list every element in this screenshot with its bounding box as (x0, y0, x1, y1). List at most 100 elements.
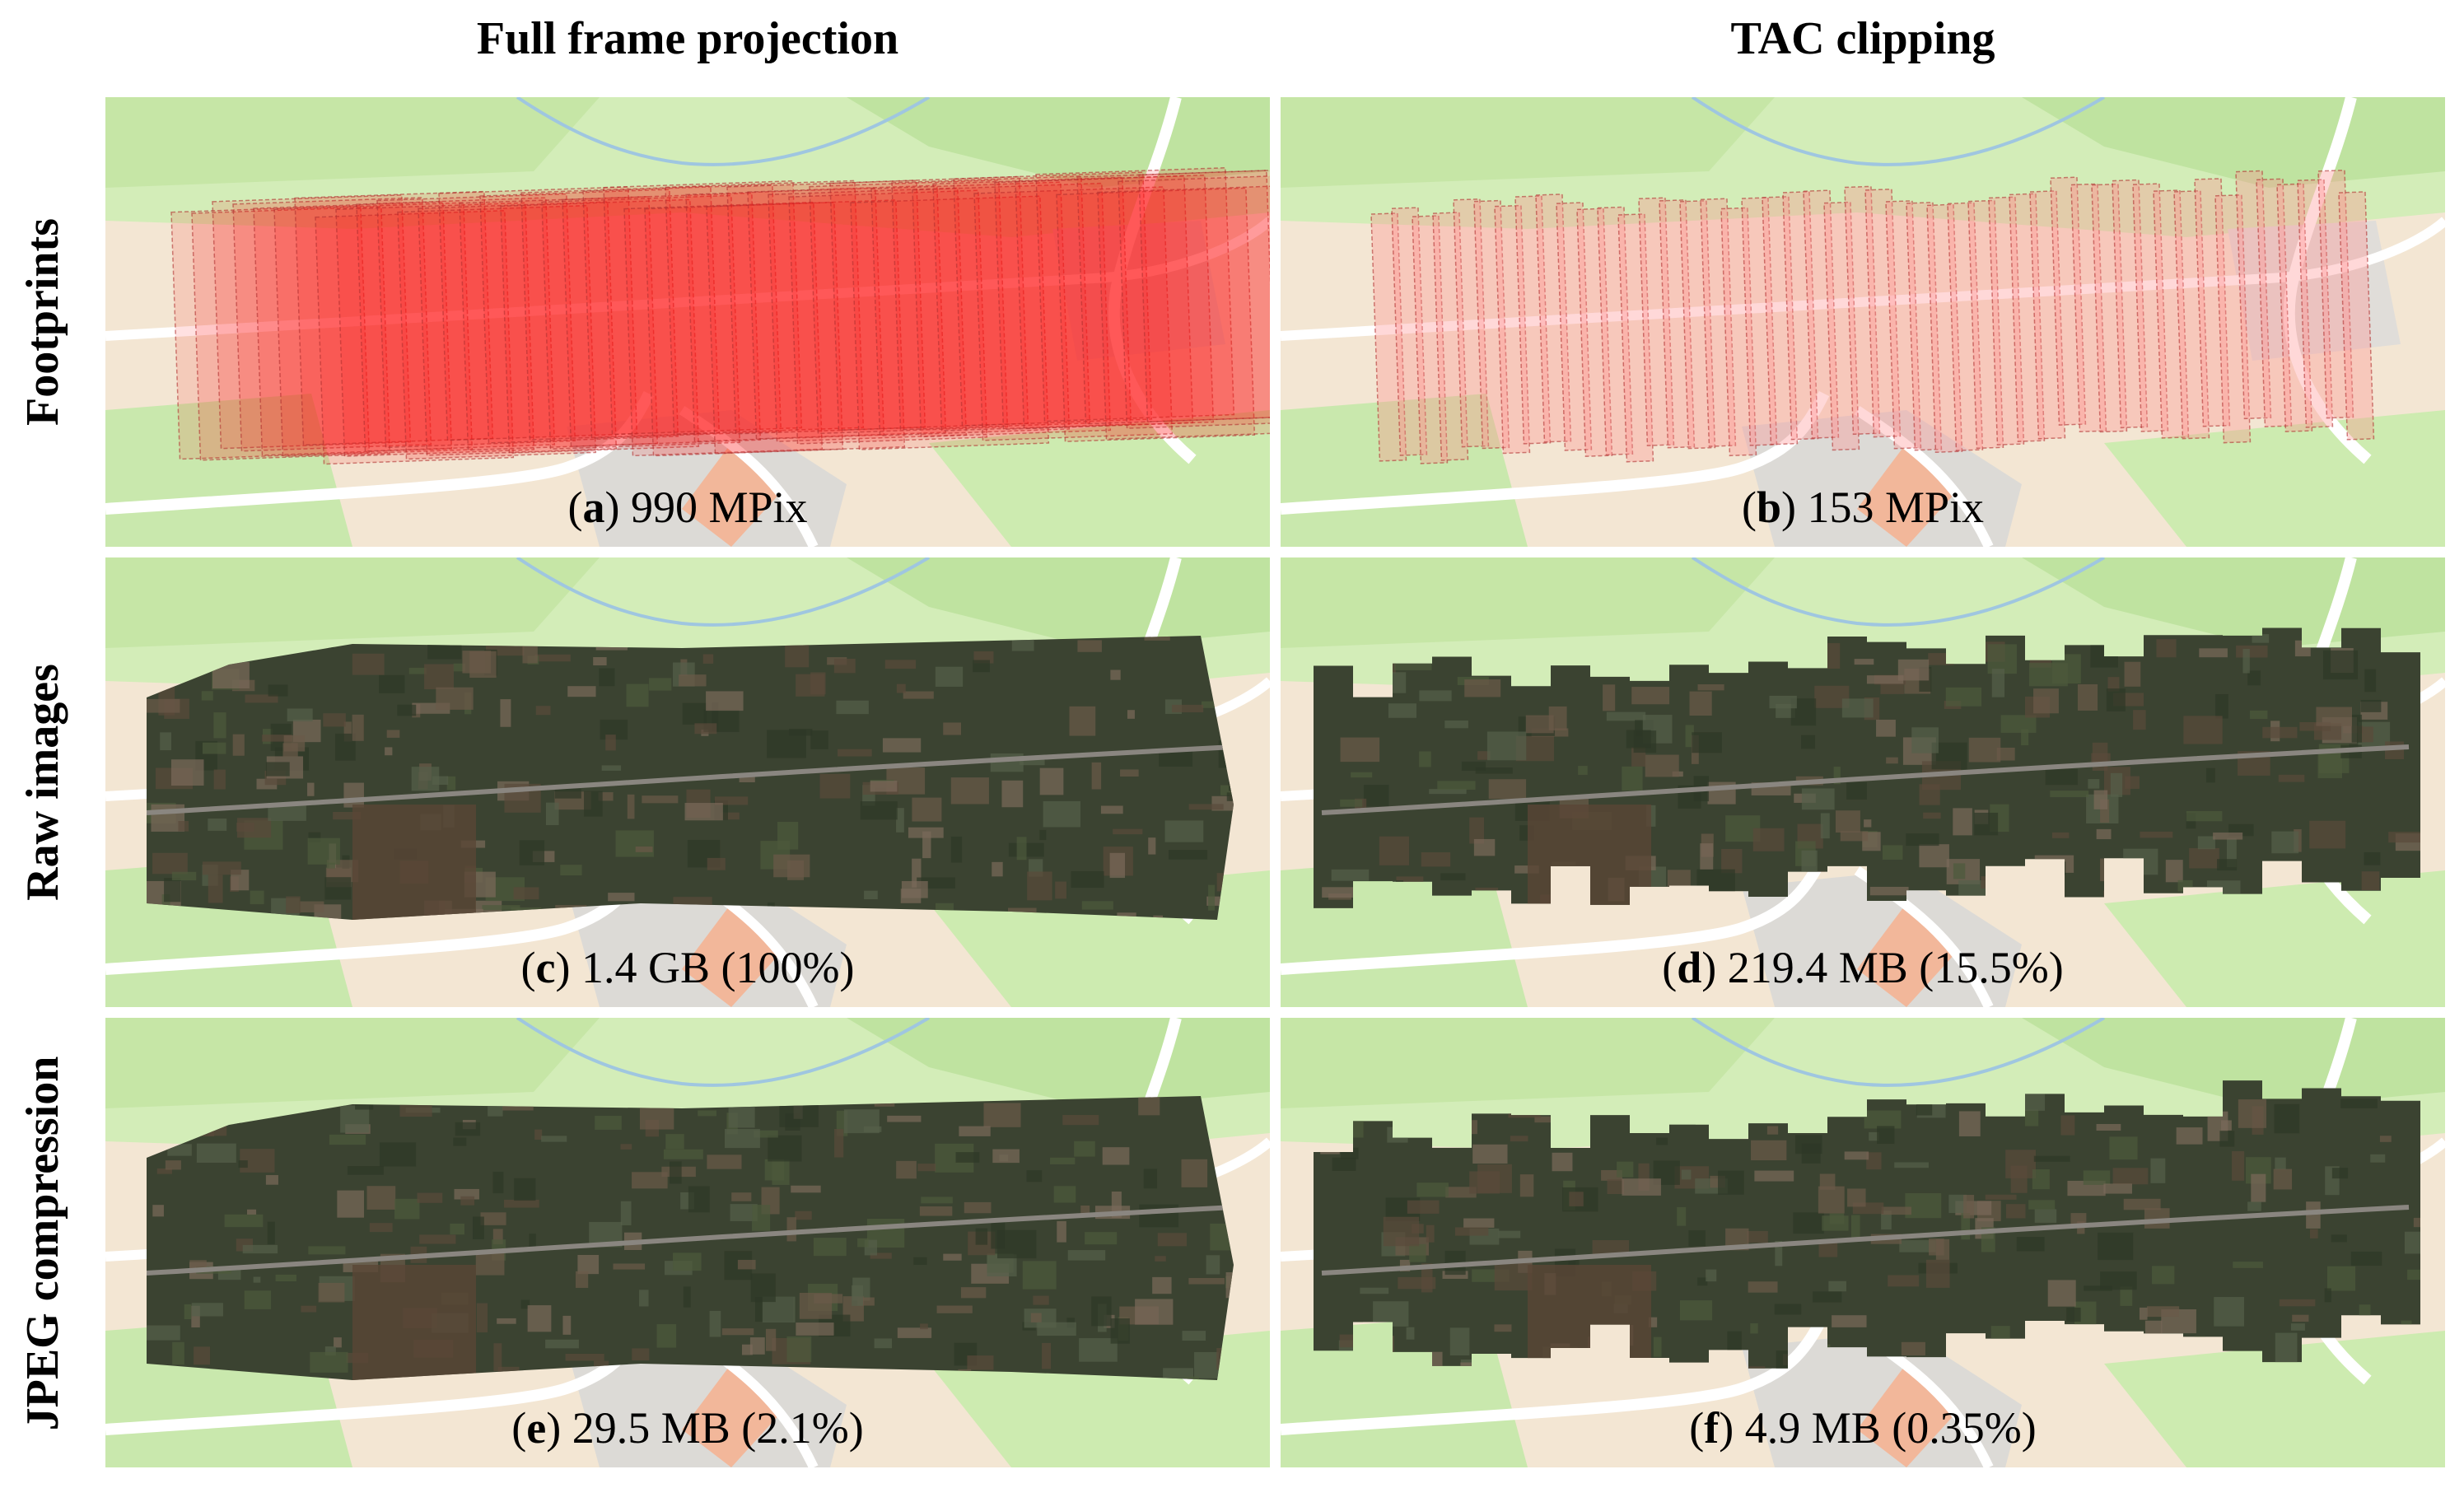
texture-patch (1429, 789, 1467, 795)
footprint (1453, 198, 1490, 448)
texture-patch (1929, 1238, 1944, 1256)
footprint (1597, 206, 1634, 456)
texture-patch (857, 1238, 869, 1248)
texture-patch (170, 759, 204, 786)
texture-patch (1911, 727, 1939, 753)
texture-patch (626, 683, 649, 707)
texture-patch (620, 1201, 632, 1225)
texture-patch (991, 1221, 1006, 1249)
footprint (912, 182, 1112, 438)
texture-patch (2213, 833, 2243, 840)
texture-patch (1866, 1152, 1882, 1170)
footprint (212, 194, 412, 450)
texture-patch (1016, 837, 1027, 861)
texture-patch (799, 1292, 833, 1319)
footprint (891, 175, 1091, 431)
texture-patch (1846, 781, 1867, 800)
texture-patch (1866, 675, 1904, 684)
texture-patch (1948, 1194, 1967, 1214)
texture-patch (1685, 725, 1694, 748)
footprint (603, 180, 803, 436)
texture-patch (2214, 1297, 2245, 1327)
texture-patch (632, 1348, 650, 1361)
texture-patch (950, 836, 963, 863)
texture-patch (1923, 812, 1941, 819)
footprint (726, 180, 926, 435)
texture-patch (482, 905, 520, 911)
texture-patch (2124, 661, 2141, 687)
footprint (1514, 195, 1552, 445)
texture-patch (1906, 833, 1939, 847)
texture-patch (265, 1175, 278, 1185)
texture-patch (265, 762, 290, 777)
texture-patch (767, 730, 806, 758)
texture-patch (1775, 1241, 1783, 1266)
texture-patch (2096, 1123, 2121, 1131)
texture-patch (852, 1285, 864, 1306)
texture-patch (2033, 688, 2059, 714)
texture-patch (721, 1328, 754, 1336)
texture-patch (639, 1290, 649, 1307)
texture-patch (1958, 1111, 1981, 1136)
texture-patch (810, 730, 828, 749)
texture-patch (2361, 871, 2380, 891)
footprint (315, 209, 515, 465)
texture-patch (460, 1196, 475, 1206)
caption-text: ( (1742, 483, 1757, 532)
texture-patch (2083, 1170, 2111, 1185)
caption-text: ) 219.4 MB (15.5%) (1701, 943, 2063, 992)
texture-patch (1510, 1136, 1528, 1142)
texture-patch (1053, 1186, 1076, 1203)
texture-patch (2021, 729, 2029, 746)
texture-patch (196, 1143, 236, 1163)
texture-patch (595, 1116, 622, 1130)
texture-patch (178, 821, 189, 832)
texture-patch (2066, 1307, 2081, 1322)
texture-patch (1525, 715, 1554, 734)
texture-patch (860, 801, 898, 820)
map-panel (1281, 97, 2445, 547)
texture-patch (2407, 1269, 2420, 1280)
footprint (1056, 187, 1256, 442)
footprint (1803, 189, 1840, 439)
texture-patch (2000, 715, 2037, 733)
texture-patch (707, 1154, 742, 1169)
texture-patch (2110, 772, 2123, 797)
texture-patch (2156, 639, 2177, 658)
texture-patch (2098, 1232, 2134, 1261)
footprint (1035, 166, 1235, 422)
texture-patch (752, 1205, 771, 1231)
texture-patch (786, 1217, 796, 1242)
texture-patch (2045, 768, 2078, 786)
footprint (376, 193, 576, 449)
texture-patch (1689, 691, 1712, 716)
texture-patch (2206, 767, 2215, 783)
caption-text: ) 1.4 GB (100%) (556, 943, 855, 992)
texture-patch (1645, 754, 1679, 777)
texture-patch (1464, 679, 1501, 697)
texture-patch (1033, 1295, 1049, 1305)
row-label: Raw images (17, 664, 68, 901)
caption-text: ( (1662, 943, 1677, 992)
footprint (2070, 183, 2107, 433)
texture-patch (1069, 706, 1096, 736)
texture-patch (202, 861, 241, 875)
texture-patch (172, 1341, 184, 1365)
texture-patch (446, 776, 456, 791)
texture-patch (2150, 1158, 2166, 1183)
texture-patch (1754, 1170, 1794, 1182)
footprint (459, 195, 659, 451)
footprint (170, 204, 371, 460)
texture-patch (567, 686, 596, 697)
texture-patch (922, 831, 931, 859)
texture-patch (960, 1287, 987, 1299)
footprint (768, 187, 968, 442)
footprint (1576, 208, 1613, 457)
texture-patch (1332, 1157, 1356, 1171)
texture-patch (385, 747, 393, 756)
footprint (2132, 183, 2169, 432)
caption-text: ( (521, 943, 536, 992)
texture-patch (749, 1337, 765, 1355)
texture-patch (1416, 1182, 1449, 1197)
footprint (582, 184, 782, 439)
